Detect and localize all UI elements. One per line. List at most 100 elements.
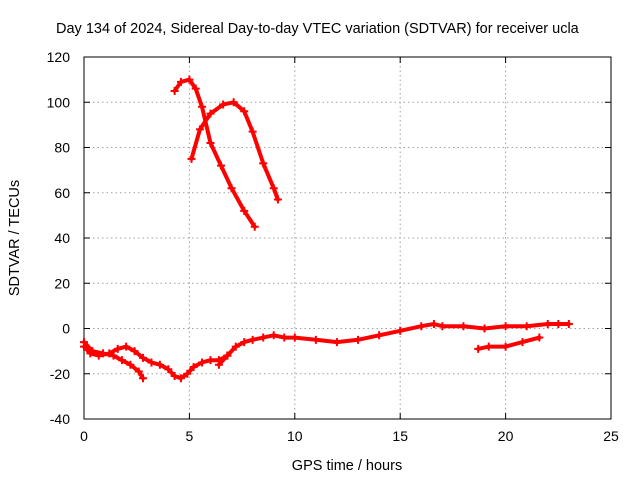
data-point [122, 342, 131, 351]
series-arc-low-main [214, 319, 573, 369]
data-point [130, 347, 139, 356]
data-point [269, 184, 278, 193]
data-point [543, 319, 552, 328]
series-arc-high-a [170, 75, 259, 231]
data-point [273, 195, 282, 204]
data-point [259, 333, 268, 342]
data-point [109, 351, 118, 360]
y-tick-label: 20 [54, 275, 70, 291]
data-point [206, 138, 215, 147]
data-point [231, 342, 240, 351]
data-point [311, 335, 320, 344]
data-point [187, 154, 196, 163]
data-point [240, 107, 249, 116]
y-tick-label: 120 [47, 49, 71, 65]
x-tick-label: 15 [392, 428, 408, 444]
data-point [354, 335, 363, 344]
data-point [522, 322, 531, 331]
data-point [375, 331, 384, 340]
data-point [206, 109, 215, 118]
data-point [183, 369, 192, 378]
data-point [126, 360, 135, 369]
x-tick-label: 20 [498, 428, 514, 444]
y-tick-label: 100 [47, 94, 71, 110]
data-point [417, 322, 426, 331]
data-point [518, 338, 527, 347]
data-point [88, 347, 97, 356]
data-point [229, 98, 238, 107]
axis-ticks [83, 56, 612, 420]
x-axis-label: GPS time / hours [292, 458, 402, 474]
data-point [170, 86, 179, 95]
y-axis-label: SDTVAR / TECUs [7, 180, 23, 296]
data-point [223, 351, 232, 360]
data-point [155, 360, 164, 369]
data-point [219, 100, 228, 109]
data-point [396, 326, 405, 335]
y-tick-label: 80 [54, 140, 70, 156]
data-point [164, 365, 173, 374]
x-tick-label: 0 [80, 428, 88, 444]
y-tick-label: -40 [50, 411, 70, 427]
data-series [80, 75, 573, 383]
y-tick-label: 60 [54, 185, 70, 201]
chart-title: Day 134 of 2024, Sidereal Day-to-day VTE… [56, 21, 580, 37]
data-point [564, 319, 573, 328]
data-point [501, 342, 510, 351]
data-point [240, 206, 249, 215]
data-point [191, 84, 200, 93]
data-point [535, 333, 544, 342]
data-point [189, 362, 198, 371]
x-tick-label: 25 [603, 428, 619, 444]
data-point [98, 349, 107, 358]
data-point [176, 77, 185, 86]
data-point [227, 184, 236, 193]
data-point [474, 344, 483, 353]
data-point [217, 161, 226, 170]
data-point [248, 127, 257, 136]
data-point [185, 75, 194, 84]
data-point [139, 374, 148, 383]
x-tick-label: 5 [186, 428, 194, 444]
data-point [480, 324, 489, 333]
series-arc-low-branch [80, 338, 148, 383]
data-point [113, 344, 122, 353]
data-point [198, 102, 207, 111]
data-point [240, 338, 249, 347]
data-point [438, 322, 447, 331]
series-arc-late [474, 333, 544, 353]
data-point [206, 356, 215, 365]
data-point [501, 322, 510, 331]
data-point [459, 322, 468, 331]
data-point [176, 374, 185, 383]
series-trace [189, 100, 280, 202]
data-point [429, 319, 438, 328]
series-trace [172, 77, 257, 229]
series-arc-low-early [80, 342, 232, 383]
y-tick-label: 40 [54, 230, 70, 246]
x-tick-label: 10 [287, 428, 303, 444]
data-point [147, 358, 156, 367]
y-tick-labels: -40 -20 0 20 40 60 80 100 120 [47, 49, 71, 427]
data-point [80, 338, 88, 347]
data-point [248, 335, 257, 344]
data-point [259, 159, 268, 168]
data-point [195, 125, 204, 134]
data-point [214, 360, 223, 369]
y-tick-label: 0 [62, 321, 70, 337]
data-point [554, 319, 563, 328]
data-point [250, 222, 259, 231]
y-tick-label: -20 [50, 366, 70, 382]
data-point [117, 356, 126, 365]
x-tick-labels: 0 5 10 15 20 25 [80, 428, 619, 444]
data-point [280, 333, 289, 342]
data-point [139, 353, 148, 362]
data-point [269, 331, 278, 340]
data-point [170, 372, 179, 381]
data-point [484, 342, 493, 351]
series-arc-high-b [187, 98, 282, 204]
grid-lines [84, 57, 611, 419]
data-point [290, 333, 299, 342]
data-point [332, 338, 341, 347]
